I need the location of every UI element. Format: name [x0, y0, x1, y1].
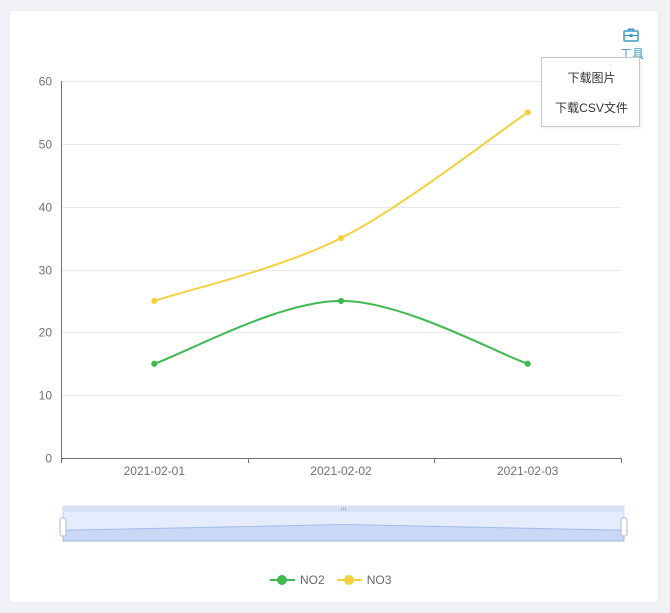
y-tick-label: 20	[39, 326, 53, 340]
data-point-no3	[337, 234, 345, 242]
legend-swatch-no2	[270, 573, 295, 587]
data-point-no2	[337, 297, 345, 305]
legend-swatch-no3	[336, 573, 362, 587]
series-lines	[151, 109, 531, 367]
grid-lines	[61, 81, 621, 396]
data-zoom-slider[interactable]	[59, 505, 628, 542]
y-tick-label: 50	[39, 138, 53, 152]
toolbox-label: 工具	[620, 47, 645, 59]
y-tick-label: 10	[39, 389, 53, 403]
y-tick-label: 40	[39, 201, 53, 215]
toolbox-menu: 下载图片 下载CSV文件	[541, 57, 640, 127]
data-point-no2	[524, 360, 531, 367]
chart-legend: NO2 NO3	[270, 571, 391, 589]
y-tick-label: 30	[39, 264, 53, 278]
data-point-no2	[151, 360, 158, 367]
y-tick-label: 60	[39, 75, 53, 89]
data-point-no3	[151, 297, 158, 305]
axes: 0 10 20 30 40 50 60 2021-02-01 2021-02-02 2021-02…	[39, 75, 622, 478]
series-line-no3	[154, 111, 529, 302]
download-image-item[interactable]: 下载图片	[567, 71, 616, 85]
x-tick-label: 2021-02-01	[124, 464, 186, 478]
download-csv-item[interactable]: 下载CSV文件	[555, 101, 628, 115]
x-tick-label: 2021-02-02	[310, 464, 372, 478]
legend-label-no3: NO3	[366, 573, 392, 587]
zoom-handle-right	[620, 517, 628, 537]
legend-label-no2: NO2	[300, 573, 325, 587]
legend-item-no3[interactable]: NO3	[336, 573, 392, 587]
x-tick-label: 2021-02-03	[497, 464, 559, 478]
data-point-no3	[524, 109, 531, 116]
toolbox-button[interactable]: 工具	[616, 26, 646, 60]
zoom-handle-left	[59, 517, 67, 537]
toolbox-icon	[623, 28, 639, 42]
y-tick-label: 0	[45, 452, 52, 466]
legend-item-no2[interactable]: NO2	[270, 573, 325, 587]
